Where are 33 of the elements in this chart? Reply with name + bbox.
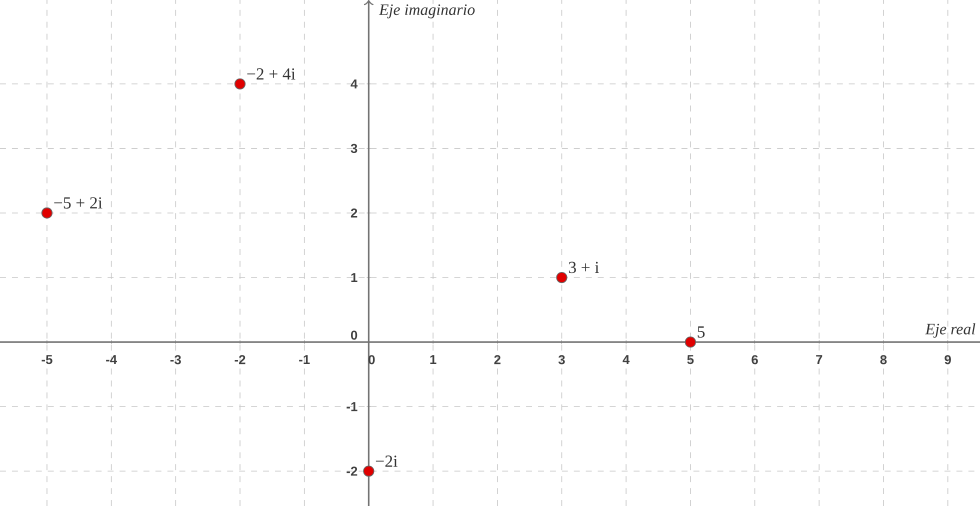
- y-tick-label: 3: [350, 144, 358, 154]
- point: [684, 336, 696, 348]
- x-tick-label: 9: [944, 355, 951, 364]
- x-tick-label: 4: [622, 355, 630, 364]
- x-tick-label: 8: [880, 355, 887, 364]
- annotation: 5: [698, 326, 705, 338]
- point: [234, 78, 246, 90]
- y-tick-label: 0: [350, 330, 358, 340]
- point: [41, 207, 53, 219]
- point: [363, 466, 374, 477]
- y-tick-label: -2: [346, 466, 358, 476]
- x-tick-label: 5: [687, 355, 694, 364]
- x-tick-label: -2: [234, 355, 246, 364]
- y-tick-label: 1: [351, 273, 358, 282]
- x-tick-label: 7: [816, 355, 822, 364]
- x-axis-title: Eje real: [925, 323, 976, 338]
- x-tick-label: -5: [42, 355, 52, 364]
- x-tick-label: 3: [558, 355, 565, 364]
- x-tick-label: 1: [430, 355, 436, 364]
- x-tick-label: 6: [752, 355, 758, 364]
- annotation: −5 + 2i: [54, 197, 102, 209]
- x-tick-label: -4: [106, 355, 117, 364]
- point: [556, 272, 568, 284]
- y-tick-label: 4: [350, 79, 358, 88]
- y-axis-title: Eje imaginario: [378, 4, 475, 18]
- annotation: −2i: [376, 456, 398, 467]
- x-tick-label: 2: [494, 355, 500, 364]
- y-tick-label: 2: [350, 208, 358, 218]
- annotation: 3 + i: [568, 262, 599, 274]
- x-tick-label: -1: [299, 355, 310, 364]
- annotation: −2 + 4i: [247, 68, 296, 80]
- y-tick-label: -1: [346, 402, 358, 412]
- x-tick-label: -3: [170, 355, 181, 364]
